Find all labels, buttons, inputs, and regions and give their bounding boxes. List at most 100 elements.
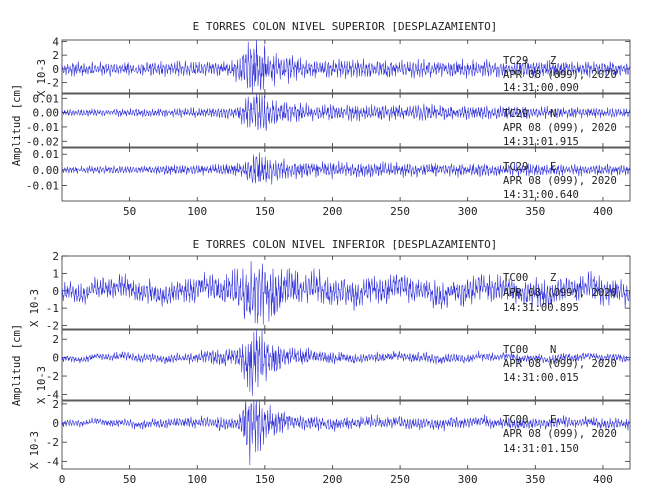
panel-frame [61,39,631,94]
time-label: 14:31:01.150 [503,443,579,455]
panel-frame [61,147,631,202]
time-label: 14:31:00.015 [503,372,579,384]
y-tick-label: 0 [52,417,59,430]
component-label: Z [550,55,556,67]
y-ticks: 0.01 0.00-0.01-0.02 [26,92,630,148]
component-label: Z [550,272,556,284]
x-tick-label: 0 [59,473,66,486]
station-label: TC00 [503,272,528,284]
panel-lower-z: 2 1 0 -1 -2 X 10-3 TC00 Z APR 08 (099), 2020… [29,250,631,333]
y-ticks: 0.01 0.00 -0.01 [26,148,630,192]
station-label: TC00 [503,344,528,356]
date-label: APR 08 (099), 2020 [503,175,617,187]
seismic-trace [61,261,631,325]
component-info-upper-e: TC29 E APR 08 (099), 2020 14:31:00.640 [503,161,617,201]
panel-frame [61,93,631,148]
x-tick-label: 50 [123,473,136,486]
scale-label-upper-z: X 10-3 [36,59,48,97]
panel-frame [61,255,631,330]
x-tick-label: 200 [323,473,343,486]
y-tick-label: 2 [52,49,59,62]
station-label: TC29 [503,161,528,173]
y-tick-label: 0.00 [33,107,60,120]
component-label: N [550,108,556,120]
y-ticks: 2 1 0 -1 -2 [46,250,630,333]
y-tick-label: -2 [46,370,59,383]
panel-lower-n: 2 0 -2 -4 X 10-3 TC00 N APR 08 (099), 2020 … [36,329,631,404]
y-tick-label: 0 [52,352,59,365]
panel-upper-z: 420-2 X 10-3 TC29 Z APR 08 (099), 2020 1… [36,35,631,97]
scale-label-lower-n: X 10-3 [36,366,48,404]
chart-title-lower: E TORRES COLON NIVEL INFERIOR [DESPLAZAM… [193,238,498,251]
y-ticks: 420-2 [46,35,630,90]
panel-upper-e: 0.01 0.00 -0.01 TC29 E APR 08 (099), 2020 … [26,147,631,202]
y-tick-label: -2 [46,77,59,90]
x-tick-label: 200 [323,205,343,218]
y-ticks: 2 0 -2 -4 [46,398,630,468]
component-label: E [550,161,556,173]
seismic-trace [61,329,631,396]
date-label: APR 08 (099), 2020 [503,358,617,370]
date-label: APR 08 (099), 2020 [503,428,617,440]
seismic-trace [61,93,631,131]
y-tick-label: 0.01 [33,92,60,105]
y-tick-label: 0.00 [33,164,60,177]
time-label: 14:31:00.090 [503,82,579,94]
trace-upper-n [61,93,631,131]
y-tick-label: 4 [52,35,59,48]
x-tick-label: 50 [123,205,136,218]
y-tick-label: 2 [52,250,59,263]
y-tick-label: -0.02 [26,135,59,148]
component-info-lower-n: TC00 N APR 08 (099), 2020 14:31:00.015 [503,344,617,384]
panel-frame [61,329,631,401]
x-tick-label: 250 [390,473,410,486]
x-axis-lower: 0 50 100 150 200 250 300 350 400 [59,256,613,486]
component-label: E [550,414,556,426]
y-tick-label: 2 [52,333,59,346]
x-tick-label: 250 [390,205,410,218]
y-tick-label: -2 [46,320,59,333]
y-tick-label: -4 [46,388,60,401]
x-tick-label: 400 [593,473,613,486]
trace-lower-z [61,261,631,325]
component-info-upper-n: TC29 N APR 08 (099), 2020 14:31:01.915 [503,108,617,148]
x-tick-label: 150 [255,205,275,218]
panel-upper-n: 0.01 0.00-0.01-0.02 TC29 N APR 08 (099), … [26,92,631,148]
x-tick-label: 100 [187,205,207,218]
component-label: N [550,344,556,356]
y-tick-label: -4 [46,455,60,468]
trace-upper-e [61,152,631,185]
y-tick-label: 0 [52,285,59,298]
x-tick-label: 350 [525,205,545,218]
seismic-trace [61,400,631,466]
y-tick-label: -2 [46,436,59,449]
seismic-trace [61,39,631,94]
chart-group-lower: E TORRES COLON NIVEL INFERIOR [DESPLAZAM… [11,238,631,486]
y-axis-label-lower: Amplitud [cm] [11,324,23,406]
station-label: TC00 [503,414,528,426]
component-info-lower-e: TC00 E APR 08 (099), 2020 14:31:01.150 [503,414,617,455]
date-label: APR 08 (099), 2020 [503,122,617,134]
y-axis-label-upper: Amplitud [cm] [11,84,23,166]
y-ticks: 2 0 -2 -4 [46,333,630,401]
station-label: TC29 [503,108,528,120]
time-label: 14:31:00.895 [503,302,579,314]
x-tick-label: 350 [525,473,545,486]
scale-label-lower-e: X 10-3 [29,431,41,469]
x-tick-label: 400 [593,205,613,218]
chart-title-upper: E TORRES COLON NIVEL SUPERIOR [DESPLAZAM… [193,20,498,33]
y-tick-label: -0.01 [26,121,59,134]
trace-lower-e [61,400,631,466]
y-tick-label: 1 [52,267,59,280]
panel-frame [61,400,631,470]
date-label: APR 08 (099), 2020 [503,287,617,299]
y-tick-label: 2 [52,398,59,411]
date-label: APR 08 (099), 2020 [503,69,617,81]
y-tick-label: 0.01 [33,148,60,161]
x-tick-label: 100 [187,473,207,486]
scale-label-lower-z: X 10-3 [29,289,41,327]
time-label: 14:31:00.640 [503,189,579,201]
trace-upper-z [61,39,631,94]
seismic-trace [61,152,631,185]
y-tick-label: -1 [46,302,59,315]
